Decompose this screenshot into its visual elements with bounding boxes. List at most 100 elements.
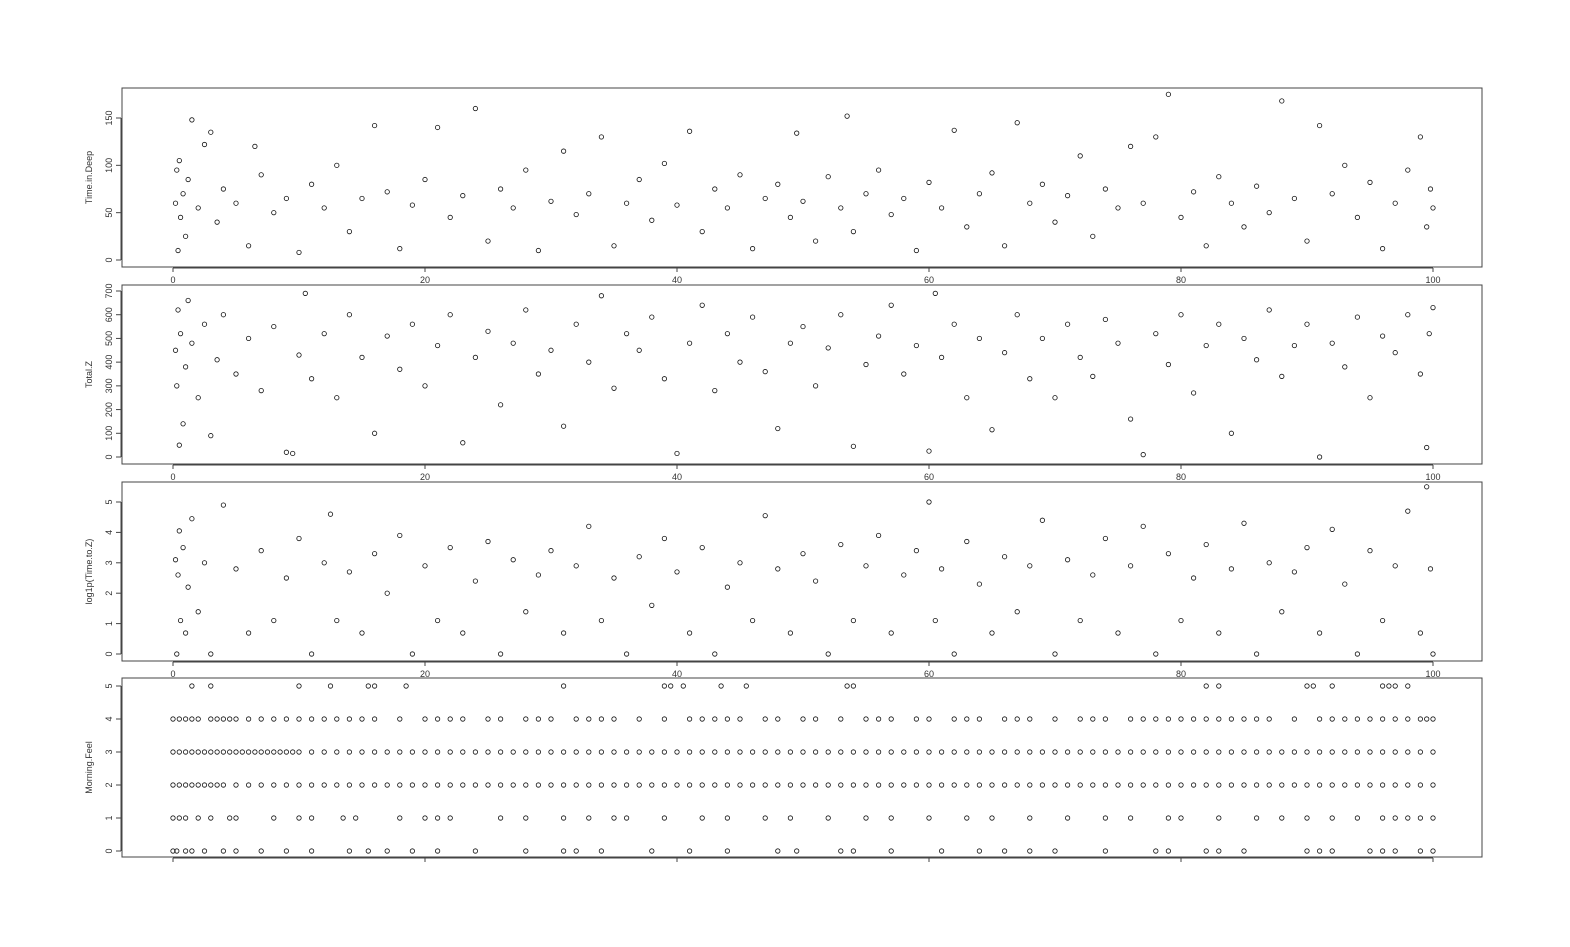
data-point [699, 302, 705, 308]
data-point [964, 716, 970, 722]
data-point [308, 782, 315, 788]
data-point [185, 584, 191, 590]
x-tick-label: 60 [924, 669, 934, 679]
data-point [989, 427, 995, 433]
data-point [434, 815, 441, 821]
data-point [875, 167, 882, 173]
data-point [1216, 630, 1222, 636]
data-point [976, 749, 983, 755]
data-point [1077, 749, 1083, 755]
data-point [586, 815, 592, 821]
data-point [447, 214, 453, 220]
data-point [1266, 307, 1272, 313]
data-point [1178, 312, 1184, 318]
data-point [1165, 749, 1172, 755]
data-point [1367, 548, 1373, 554]
x-axis: 0 20 40 60 80 100 [170, 661, 1441, 679]
data-point [686, 749, 693, 755]
data-point [724, 815, 731, 821]
data-point [1342, 782, 1348, 788]
data-point [283, 749, 289, 755]
data-point [201, 560, 208, 566]
data-point [497, 186, 504, 192]
data-point [1241, 749, 1247, 755]
y-tick-label: 100 [104, 426, 114, 441]
data-point [1392, 848, 1398, 854]
data-point [1380, 617, 1386, 624]
data-point [264, 749, 271, 755]
data-point [775, 848, 781, 854]
data-point [1241, 335, 1247, 342]
data-point [397, 366, 403, 372]
data-point [1317, 848, 1323, 854]
data-point [523, 749, 529, 755]
data-point [586, 716, 592, 722]
data-point [926, 716, 932, 722]
data-point [1329, 683, 1335, 689]
data-point [938, 566, 945, 572]
data-point [1354, 214, 1361, 220]
data-point [1001, 716, 1008, 722]
data-point [1090, 782, 1096, 788]
data-point [220, 312, 226, 318]
data-point [573, 563, 579, 569]
panel-1: 0 20 40 60 80 100 0 50 100 150 Time.in.Deep [84, 87, 1483, 285]
data-point [1052, 749, 1058, 755]
data-point [1191, 749, 1197, 755]
data-point [296, 815, 302, 821]
data-point [863, 716, 869, 722]
data-point [712, 651, 718, 657]
data-point [1329, 526, 1335, 532]
data-point [472, 848, 478, 854]
data-point [497, 716, 504, 722]
data-point [1342, 364, 1348, 370]
data-point [838, 205, 844, 211]
panel-2: 0 20 40 60 80 100 0 100 200 300 400 500 600 700 Total.… [84, 283, 1483, 482]
data-point [964, 815, 970, 821]
data-point [598, 293, 605, 299]
data-point [1102, 782, 1109, 788]
data-point [258, 172, 264, 178]
data-point [1052, 395, 1058, 401]
data-point [1405, 683, 1411, 689]
data-point [189, 683, 195, 689]
data-point [220, 502, 226, 508]
data-point [1228, 782, 1235, 788]
data-point [1039, 749, 1046, 755]
data-point [1178, 716, 1184, 722]
data-point [1329, 782, 1335, 788]
data-point [1128, 563, 1134, 569]
data-point [913, 782, 920, 788]
data-point [598, 134, 605, 140]
data-point [1065, 749, 1071, 755]
x-tick-label: 20 [420, 669, 430, 679]
y-tick-label: 0 [104, 848, 114, 853]
data-point [560, 630, 567, 636]
data-point [403, 683, 409, 689]
data-point [661, 782, 668, 788]
data-point [175, 572, 181, 578]
data-point [560, 848, 567, 854]
data-point [214, 219, 220, 225]
data-point [724, 331, 731, 337]
x-tick-label: 60 [924, 275, 934, 285]
data-point [1417, 749, 1424, 755]
y-axis-label: Total.Z [84, 360, 94, 388]
data-point [573, 211, 579, 218]
data-point [951, 651, 957, 657]
data-point [1304, 544, 1310, 551]
data-point [346, 749, 352, 755]
data-point [1203, 749, 1209, 755]
data-point [1430, 782, 1436, 788]
data-point [1102, 716, 1109, 722]
data-point [598, 617, 605, 624]
data-point [174, 651, 180, 657]
data-point [296, 249, 302, 256]
data-point [296, 535, 302, 542]
data-point [787, 782, 794, 788]
data-point [246, 630, 252, 636]
data-point [353, 815, 359, 821]
data-point [434, 124, 441, 131]
data-point [1354, 314, 1361, 320]
x-tick-label: 0 [170, 669, 175, 679]
